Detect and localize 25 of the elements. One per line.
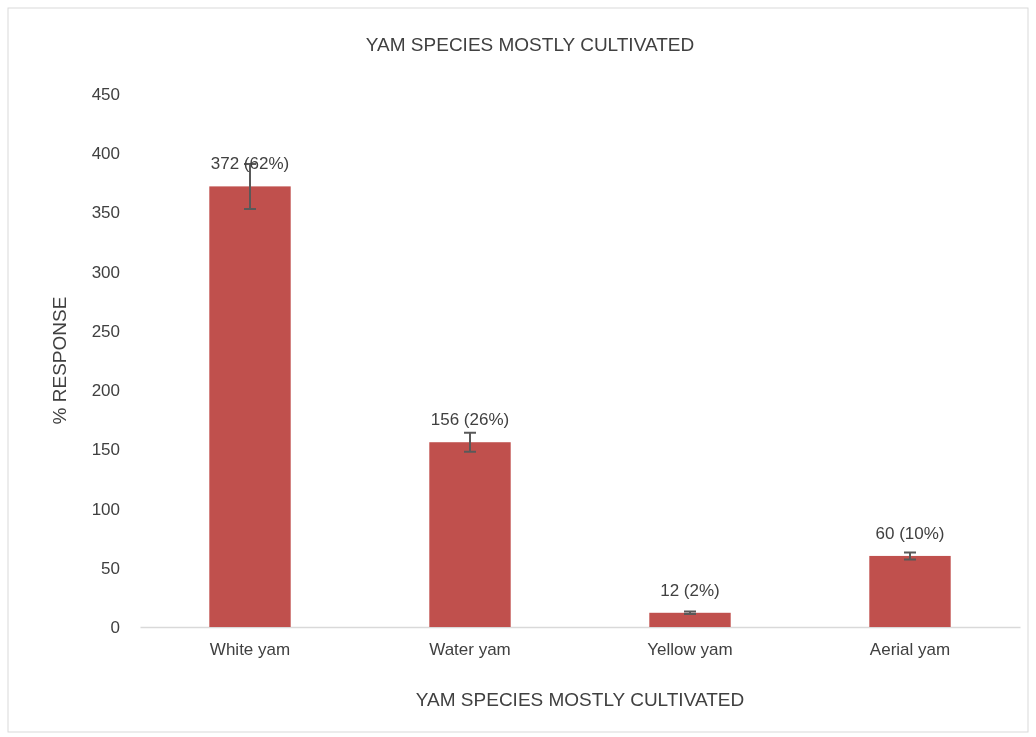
x-tick-label: Yellow yam	[647, 640, 733, 660]
y-tick-label: 450	[91, 84, 120, 104]
x-tick-label: Water yam	[429, 640, 511, 660]
chart-title: YAM SPECIES MOSTLY CULTIVATED	[365, 34, 695, 55]
data-label: 60 (10%)	[875, 523, 945, 543]
y-tick-label: 250	[91, 321, 120, 341]
y-tick-label: 300	[91, 262, 120, 282]
x-axis-title: YAM SPECIES MOSTLY CULTIVATED	[415, 689, 745, 710]
bar	[869, 555, 951, 627]
bar	[209, 186, 291, 627]
x-tick-label: Aerial yam	[869, 640, 951, 660]
bar	[649, 612, 731, 627]
y-tick-label: 400	[91, 144, 120, 164]
y-tick-label: 350	[91, 203, 120, 223]
x-tick-label: White yam	[209, 640, 291, 660]
bar	[429, 442, 511, 627]
data-label: 372 (62%)	[210, 154, 290, 174]
y-tick-label: 200	[91, 381, 120, 401]
y-tick-label: 0	[110, 617, 120, 637]
data-label: 156 (26%)	[430, 410, 510, 430]
y-axis-title: % RESPONSE	[49, 296, 70, 425]
data-label: 12 (2%)	[660, 580, 720, 600]
y-tick-label: 150	[91, 440, 120, 460]
y-tick-label: 100	[91, 499, 120, 519]
y-tick-label: 50	[101, 558, 120, 578]
